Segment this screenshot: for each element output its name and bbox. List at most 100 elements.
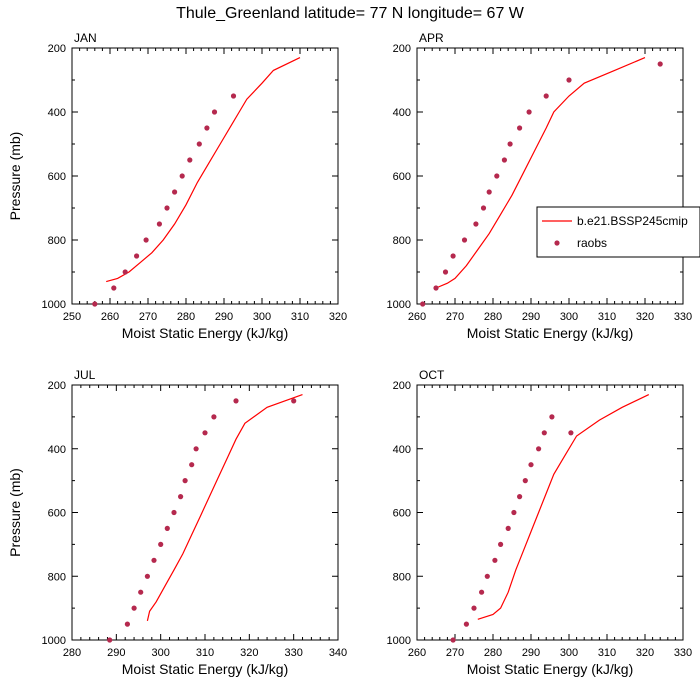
- y-axis-label: Pressure (mb): [7, 132, 23, 221]
- obs-point: [473, 221, 479, 227]
- y-tick-label: 600: [48, 171, 66, 183]
- obs-point: [494, 173, 500, 179]
- x-tick-label: 300: [253, 311, 271, 323]
- obs-point: [463, 621, 469, 627]
- series-line-model: [106, 57, 301, 283]
- obs-point: [182, 478, 188, 484]
- x-tick-label: 330: [674, 311, 692, 323]
- obs-point: [507, 141, 513, 147]
- x-tick-label: 320: [240, 647, 258, 659]
- obs-point: [164, 525, 170, 532]
- obs-point: [505, 525, 511, 532]
- x-axis-label: Moist Static Energy (kJ/kg): [122, 325, 289, 341]
- obs-point: [522, 478, 528, 484]
- obs-point: [134, 253, 140, 259]
- x-tick-label: 310: [291, 311, 309, 323]
- x-tick-label: 250: [63, 311, 81, 323]
- y-tick-label: 800: [393, 571, 411, 583]
- obs-point: [536, 446, 542, 452]
- x-tick-label: 280: [484, 311, 502, 323]
- panel-oct: 260 270 280 290 300 310 320 330 200 400 600 800 1000…: [387, 368, 693, 677]
- y-tick-label: 600: [48, 508, 66, 520]
- obs-point: [517, 494, 523, 500]
- obs-point: [450, 637, 456, 643]
- x-tick-label: 300: [560, 647, 578, 659]
- series-line-model: [477, 394, 650, 620]
- obs-point: [549, 414, 555, 420]
- obs-point: [479, 589, 485, 595]
- panel-title: OCT: [419, 368, 445, 382]
- x-tick-label: 260: [408, 647, 426, 659]
- obs-point: [433, 285, 439, 291]
- obs-point: [233, 398, 239, 404]
- obs-point: [450, 253, 456, 259]
- figure-title: Thule_Greenland latitude= 77 N longitude…: [176, 5, 525, 22]
- obs-point: [111, 285, 117, 291]
- plot-frame: [71, 47, 339, 305]
- x-tick-label: 330: [674, 647, 692, 659]
- x-tick-label: 320: [636, 311, 654, 323]
- plot-frame: [416, 384, 684, 641]
- obs-point: [461, 237, 468, 243]
- obs-point: [179, 173, 185, 179]
- x-tick-label: 270: [446, 647, 464, 659]
- x-tick-label: 310: [196, 647, 214, 659]
- obs-point: [138, 589, 144, 595]
- obs-point: [486, 189, 492, 195]
- obs-point: [131, 605, 137, 611]
- y-tick-label: 1000: [42, 635, 66, 647]
- x-tick-label: 320: [636, 647, 654, 659]
- obs-point: [196, 141, 202, 147]
- panel-jan: 250 260 270 280 290 300 310 320 200 400 600 800 1000…: [7, 31, 347, 341]
- series-line-model: [435, 57, 646, 289]
- x-tick-label: 300: [151, 647, 169, 659]
- obs-point: [107, 637, 113, 643]
- obs-point: [526, 109, 532, 115]
- x-tick-label: 280: [484, 647, 502, 659]
- obs-point: [568, 430, 574, 436]
- obs-point: [156, 221, 162, 227]
- obs-point: [171, 509, 177, 516]
- legend-dots-label: raobs: [577, 236, 607, 250]
- series-line-model: [146, 394, 303, 622]
- obs-point: [471, 605, 477, 611]
- y-tick-label: 400: [48, 444, 66, 456]
- x-tick-label: 260: [408, 311, 426, 323]
- x-axis-label: Moist Static Energy (kJ/kg): [122, 661, 289, 677]
- y-tick-label: 200: [48, 43, 66, 55]
- x-axis-label: Moist Static Energy (kJ/kg): [467, 661, 634, 677]
- panel-apr: 260 270 280 290 300 310 320 330 200 400 600 800 1000…: [387, 31, 700, 341]
- obs-point: [178, 494, 184, 500]
- obs-point: [498, 541, 504, 548]
- obs-point: [566, 77, 572, 83]
- x-tick-label: 310: [598, 647, 616, 659]
- obs-point: [193, 446, 199, 452]
- x-tick-label: 300: [560, 311, 578, 323]
- plot-frame: [416, 47, 684, 305]
- y-axis-label: Pressure (mb): [7, 468, 23, 557]
- obs-point: [543, 93, 549, 99]
- obs-point: [442, 269, 449, 275]
- x-tick-label: 260: [101, 311, 119, 323]
- x-tick-label: 290: [522, 311, 540, 323]
- obs-point: [657, 61, 663, 67]
- x-tick-label: 290: [107, 647, 125, 659]
- obs-point: [211, 414, 217, 420]
- panel-title: JUL: [74, 368, 96, 382]
- legend-box: [536, 206, 700, 258]
- x-tick-label: 270: [446, 311, 464, 323]
- obs-point: [501, 157, 507, 163]
- x-tick-label: 280: [177, 311, 195, 323]
- obs-point: [144, 573, 150, 579]
- y-tick-label: 800: [48, 235, 66, 247]
- x-tick-label: 320: [329, 311, 347, 323]
- obs-point: [189, 462, 195, 468]
- panel-title: JAN: [74, 31, 97, 45]
- y-tick-label: 1000: [387, 299, 411, 311]
- obs-point: [164, 205, 170, 211]
- obs-point: [122, 269, 128, 275]
- obs-point: [291, 398, 297, 404]
- x-tick-label: 270: [139, 311, 157, 323]
- obs-point: [420, 301, 426, 307]
